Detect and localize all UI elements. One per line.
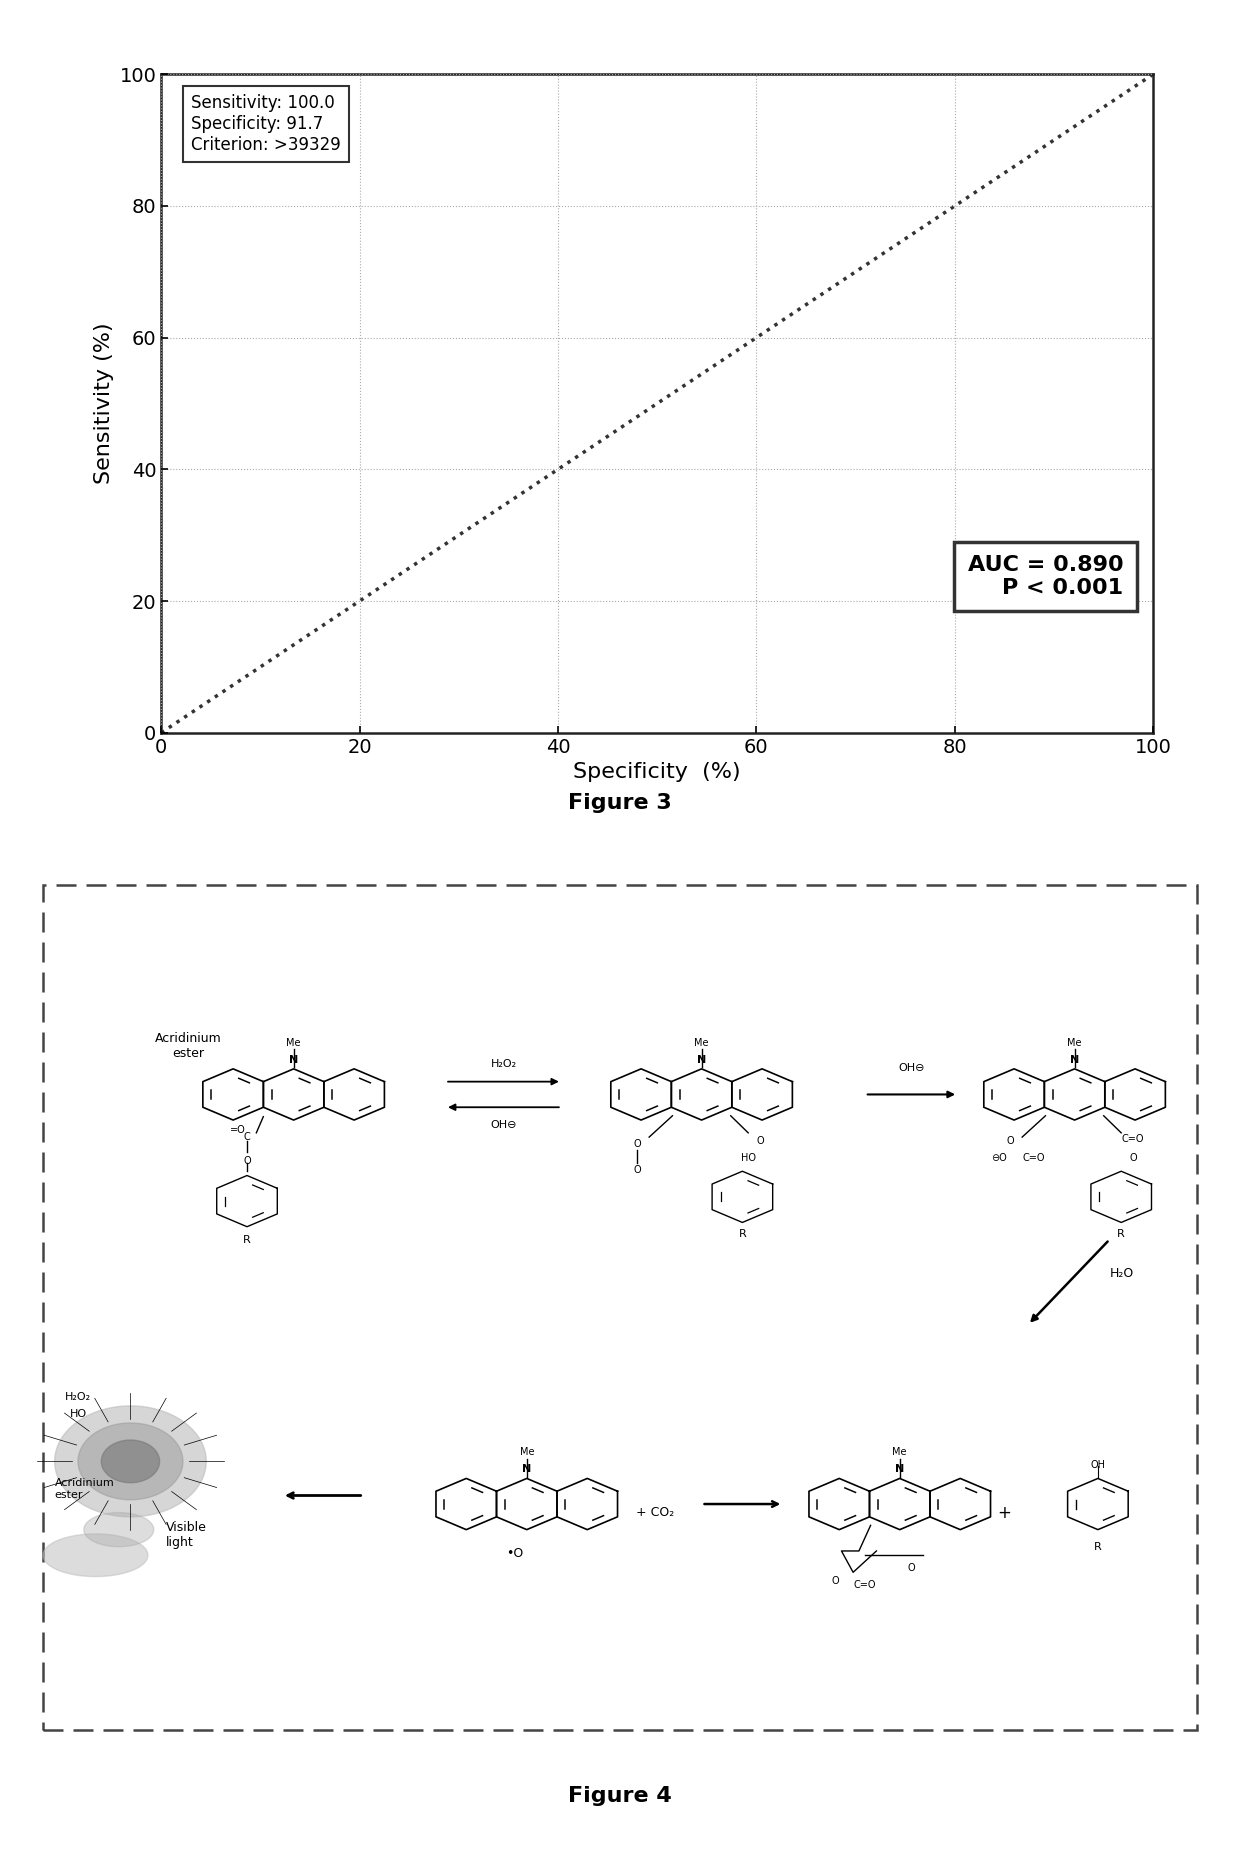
Text: Acridinium
ester: Acridinium ester: [155, 1033, 222, 1061]
Text: H₂O: H₂O: [1110, 1267, 1133, 1280]
Text: O: O: [1130, 1154, 1137, 1163]
Text: C=O: C=O: [1122, 1133, 1145, 1145]
Polygon shape: [84, 1512, 154, 1547]
Polygon shape: [102, 1439, 160, 1482]
Text: O: O: [1007, 1137, 1014, 1146]
Text: R: R: [739, 1230, 746, 1239]
Text: N: N: [522, 1464, 532, 1475]
Text: O: O: [756, 1137, 764, 1146]
Text: Me: Me: [286, 1037, 301, 1048]
Text: R: R: [243, 1235, 250, 1245]
Text: HO: HO: [69, 1408, 87, 1419]
Text: Visible
light: Visible light: [165, 1521, 206, 1549]
Text: R: R: [1117, 1230, 1125, 1239]
Text: N: N: [895, 1464, 904, 1475]
Text: O: O: [243, 1156, 250, 1167]
Text: C=O: C=O: [1023, 1154, 1045, 1163]
Text: N: N: [289, 1055, 299, 1065]
Text: Acridinium
ester: Acridinium ester: [55, 1478, 114, 1501]
Text: O: O: [634, 1139, 641, 1148]
Text: + CO₂: + CO₂: [636, 1506, 675, 1519]
Text: Figure 4: Figure 4: [568, 1786, 672, 1805]
Text: O: O: [908, 1564, 915, 1573]
Text: Figure 3: Figure 3: [568, 794, 672, 812]
Text: C: C: [243, 1132, 250, 1143]
Text: OH: OH: [1090, 1460, 1105, 1469]
Text: Me: Me: [520, 1447, 534, 1458]
Text: ⊖O: ⊖O: [991, 1154, 1007, 1163]
Polygon shape: [78, 1423, 184, 1499]
Text: O: O: [634, 1165, 641, 1174]
Y-axis label: Sensitivity (%): Sensitivity (%): [94, 323, 114, 484]
Text: =O: =O: [229, 1126, 246, 1135]
Text: Me: Me: [694, 1037, 709, 1048]
Text: N: N: [1070, 1055, 1079, 1065]
Text: Me: Me: [1068, 1037, 1081, 1048]
Text: Sensitivity: 100.0
Specificity: 91.7
Criterion: >39329: Sensitivity: 100.0 Specificity: 91.7 Cri…: [191, 95, 341, 154]
Text: OH⊖: OH⊖: [490, 1120, 517, 1130]
Text: OH⊖: OH⊖: [898, 1063, 925, 1072]
Text: H₂O₂: H₂O₂: [490, 1059, 517, 1068]
Text: N: N: [697, 1055, 707, 1065]
Polygon shape: [55, 1406, 206, 1517]
Text: C=O: C=O: [853, 1580, 875, 1590]
Text: +: +: [998, 1504, 1012, 1521]
Polygon shape: [43, 1534, 148, 1577]
Text: HO: HO: [740, 1154, 755, 1163]
Text: •O: •O: [506, 1547, 523, 1560]
Text: AUC = 0.890
P < 0.001: AUC = 0.890 P < 0.001: [967, 555, 1123, 597]
Text: O: O: [832, 1577, 839, 1586]
X-axis label: Specificity  (%): Specificity (%): [573, 762, 742, 783]
Text: R: R: [1094, 1543, 1102, 1553]
Text: Me: Me: [893, 1447, 906, 1458]
Text: H₂O₂: H₂O₂: [64, 1391, 91, 1402]
